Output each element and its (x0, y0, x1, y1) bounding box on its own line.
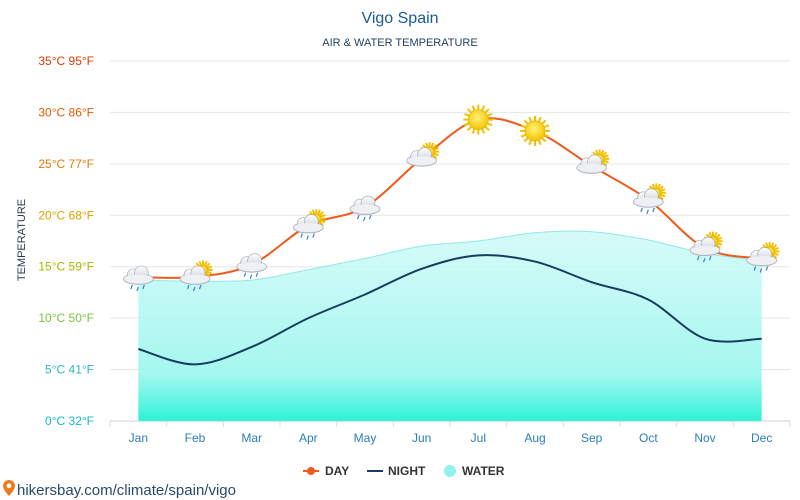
y-tick-label: 30°C 86°F (38, 105, 94, 119)
y-axis-label: TEMPERATURE (16, 199, 28, 281)
water-line (138, 230, 762, 282)
legend-label-water: WATER (462, 464, 505, 478)
x-tick-label: Mar (241, 431, 262, 445)
footer[interactable]: hikersbay.com/climate/spain/vigo (3, 480, 236, 499)
x-tick-label: Aug (524, 431, 545, 445)
x-tick-label: Dec (751, 431, 772, 445)
sun-icon (520, 115, 550, 146)
y-tick-label: 25°C 77°F (38, 157, 94, 171)
weather-icons (123, 104, 780, 292)
x-tick-label: Apr (299, 431, 318, 445)
cloud-rain-icon (236, 253, 267, 279)
partly-cloudy-rain-icon (689, 231, 723, 263)
chart-subtitle: AIR & WATER TEMPERATURE (322, 37, 477, 49)
y-tick-label: 0°C 32°F (45, 414, 94, 428)
night-series (138, 254, 762, 366)
cloud-rain-icon (349, 195, 381, 222)
legend-item-water[interactable]: WATER (444, 464, 505, 478)
water-series (138, 230, 762, 421)
y-tick-label: 20°C 68°F (38, 208, 94, 222)
footer-link[interactable]: hikersbay.com/climate/spain/vigo (17, 482, 236, 499)
x-tick-label: Jan (129, 431, 148, 445)
x-tick-labels: Jan Feb Mar Apr May Jun Jul Aug Sep Oct Nov Dec (129, 431, 773, 445)
x-tick-label: Sep (581, 431, 603, 445)
chart-title: Vigo Spain (361, 10, 438, 27)
legend-item-day[interactable]: DAY (303, 464, 349, 478)
y-tick-label: 35°C 95°F (38, 54, 94, 68)
sun-icon (463, 104, 494, 135)
legend-label-day: DAY (325, 464, 349, 478)
water-area-fill (138, 231, 762, 421)
x-tick-label: Oct (639, 431, 658, 445)
y-tick-labels: 0°C 32°F 5°C 41°F 10°C 50°F 15°C 59°F 20°C 6… (38, 54, 94, 428)
x-tick-label: May (354, 431, 377, 445)
x-tick-label: Nov (694, 431, 715, 445)
legend-item-night[interactable]: NIGHT (367, 464, 426, 478)
x-tick-label: Jul (471, 431, 486, 445)
legend-label-night: NIGHT (388, 464, 426, 478)
partly-cloudy-rain-icon (746, 241, 780, 273)
y-tick-label: 10°C 50°F (38, 311, 94, 325)
legend: DAY NIGHT WATER (303, 464, 505, 478)
partly-cloudy-rain-icon (633, 183, 666, 215)
partly-cloudy-rain-icon (293, 209, 326, 240)
cloud-rain-icon (123, 265, 154, 292)
y-tick-label: 5°C 41°F (45, 363, 94, 377)
partly-cloudy-icon (406, 142, 440, 167)
location-pin-icon (3, 480, 15, 496)
night-line (138, 254, 762, 366)
partly-cloudy-rain-icon (179, 260, 213, 292)
x-tick-label: Feb (185, 431, 206, 445)
y-tick-label: 15°C 59°F (38, 260, 94, 274)
partly-cloudy-icon (576, 149, 610, 174)
x-tick-label: Jun (412, 431, 431, 445)
